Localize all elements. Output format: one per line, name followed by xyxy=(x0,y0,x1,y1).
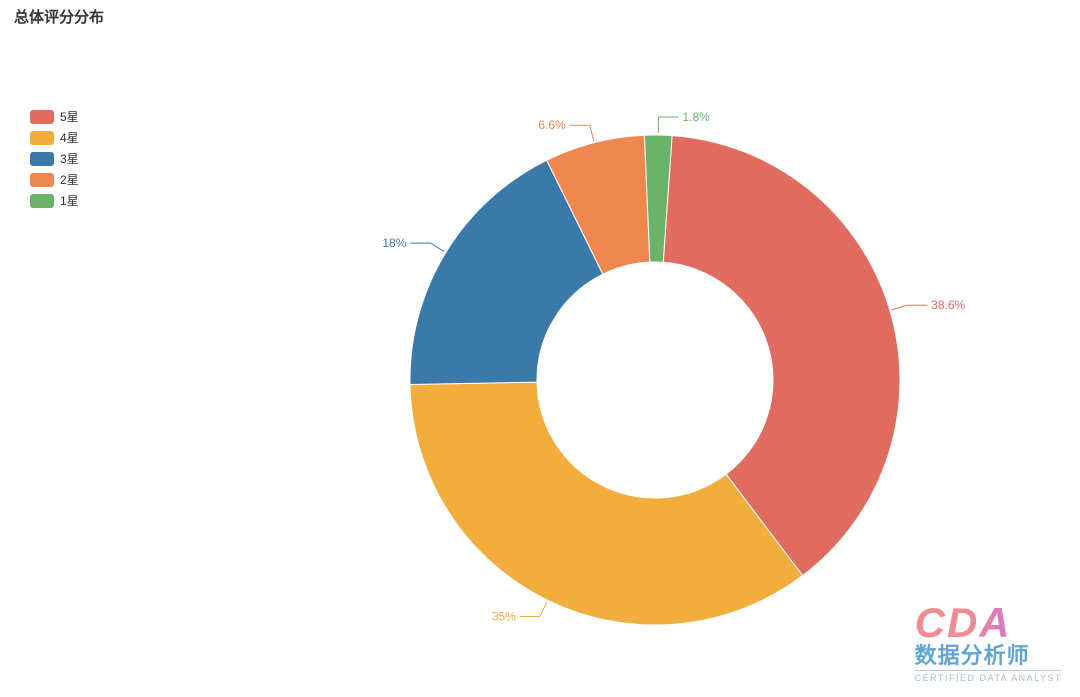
slice-label: 38.6% xyxy=(931,298,965,312)
slice-label: 18% xyxy=(382,236,406,250)
donut-chart: 38.6% 35% 18% 6.6% 1.8% xyxy=(0,0,1080,697)
slice-label: 35% xyxy=(492,609,516,623)
donut-slice[interactable] xyxy=(410,382,803,625)
label-leader xyxy=(520,602,547,616)
slice-label: 6.6% xyxy=(538,118,566,132)
label-leader xyxy=(410,243,444,251)
label-leader xyxy=(892,305,927,310)
slice-label: 1.8% xyxy=(682,110,710,124)
label-leader xyxy=(658,117,678,133)
label-leader xyxy=(570,125,594,141)
